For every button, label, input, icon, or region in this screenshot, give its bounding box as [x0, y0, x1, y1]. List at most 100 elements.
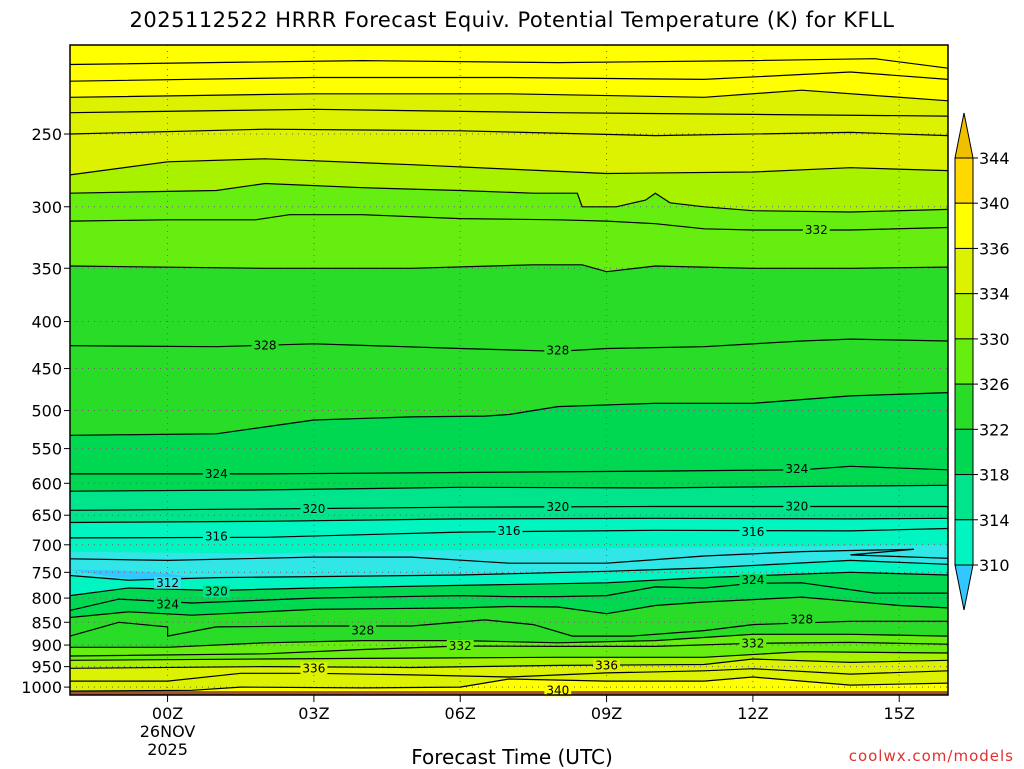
- y-tick-label-400: 400: [31, 313, 62, 332]
- y-tick-label-250: 250: [31, 125, 62, 144]
- band-cyan-core: [70, 544, 948, 570]
- contour-330: [69, 264, 949, 273]
- contour-label-340: 340: [546, 683, 569, 697]
- contour-label-bg: [544, 344, 572, 357]
- contour-344: [69, 58, 949, 69]
- x-tick-label-03Z: 03Z: [298, 704, 329, 723]
- ground-fill: [70, 691, 948, 695]
- colorbar-label-314: 314: [979, 511, 1010, 530]
- y-tick-label-500: 500: [31, 402, 62, 421]
- contour-labels: 332 328 328 324 324 320 320 320 316 316 316 312 320 3…: [154, 223, 830, 697]
- contour-label-bg: [739, 574, 767, 587]
- y-tick-label-450: 450: [31, 360, 62, 379]
- y-axis: 250 300 350 400 450 500 550 600 650 700 750 800 850 9…: [21, 125, 70, 697]
- x-tick-label-12Z: 12Z: [737, 704, 768, 723]
- contour-318: [69, 517, 949, 524]
- contour-label-bg: [154, 598, 182, 611]
- contour-label-324: 324: [156, 598, 179, 612]
- x-tick-date: 26NOV: [140, 722, 196, 741]
- contour-label-324: 324: [785, 462, 808, 476]
- contour-322: [69, 484, 949, 492]
- colorbar-box-326: [954, 383, 974, 430]
- contour-336: [69, 158, 949, 176]
- contour-label-328: 328: [351, 624, 374, 638]
- contour-339: [69, 108, 949, 117]
- contour-label-324: 324: [205, 467, 228, 481]
- colorbar: 344 340 336 334 330 326 322 318 314 310: [954, 112, 1010, 611]
- colorbar-box-334: [954, 293, 974, 340]
- contour-336: [69, 658, 949, 669]
- contour-label-328: 328: [254, 339, 277, 353]
- contour-label-bg: [202, 467, 230, 480]
- colorbar-box-336: [954, 247, 974, 295]
- contour-label-328: 328: [546, 343, 569, 357]
- contour-320: [69, 571, 949, 597]
- contour-label-bg: [495, 524, 523, 537]
- contour-label-bg: [802, 224, 830, 237]
- contour-label-bg: [154, 576, 182, 589]
- colorbar-label-318: 318: [979, 466, 1010, 485]
- contour-label-328: 328: [790, 612, 813, 626]
- contour-label-bg: [300, 503, 328, 516]
- y-tick-label-800: 800: [31, 589, 62, 608]
- colorbar-over-arrow: [954, 112, 974, 159]
- contour-label-bg: [783, 500, 811, 513]
- chart-title: 2025112522 HRRR Forecast Equiv. Potentia…: [129, 8, 895, 32]
- contour-334: [69, 182, 949, 213]
- contour-340: [69, 676, 949, 692]
- colorbar-label-340: 340: [979, 194, 1010, 213]
- colorbar-box-318: [954, 474, 974, 521]
- contour-334: [69, 651, 949, 661]
- contour-lines: [69, 58, 949, 692]
- colorbar-label-336: 336: [979, 239, 1010, 258]
- x-tick-label-06Z: 06Z: [445, 704, 476, 723]
- colorbar-under-arrow: [954, 564, 974, 611]
- contour-330: [70, 633, 949, 648]
- x-tick-year: 2025: [147, 740, 188, 759]
- contour-label-332: 332: [741, 636, 764, 650]
- contour-316: [69, 527, 949, 539]
- contour-label-332: 332: [805, 223, 828, 237]
- contour-324: [70, 465, 949, 475]
- y-tick-label-300: 300: [31, 198, 62, 217]
- contour-label-336: 336: [595, 658, 618, 672]
- colorbar-box-330: [954, 338, 974, 385]
- contour-340: [69, 89, 949, 102]
- contour-label-316: 316: [205, 530, 228, 544]
- y-tick-label-700: 700: [31, 536, 62, 555]
- contour-326: [69, 392, 949, 436]
- contour-label-bg: [593, 659, 621, 672]
- contour-label-bg: [544, 501, 572, 514]
- y-tick-label-600: 600: [31, 474, 62, 493]
- y-tick-label-850: 850: [31, 613, 62, 632]
- contour-label-336: 336: [302, 661, 325, 675]
- contour-338: [69, 128, 949, 137]
- contour-label-332: 332: [449, 639, 472, 653]
- colorbar-box-314: [954, 519, 974, 566]
- contour-332: [69, 641, 949, 657]
- contour-label-bg: [349, 624, 377, 637]
- colorbar-label-344: 344: [979, 149, 1010, 168]
- contour-326: [69, 596, 949, 619]
- contour-314: [69, 548, 949, 564]
- contour-label-316: 316: [498, 524, 521, 538]
- colorbar-box-344: [954, 157, 974, 204]
- x-tick-label-15Z: 15Z: [884, 704, 915, 723]
- contour-label-bg: [544, 684, 572, 697]
- contour-328: [69, 619, 948, 637]
- contour-label-320: 320: [546, 500, 569, 514]
- colorbar-box-322: [954, 428, 974, 476]
- y-tick-label-650: 650: [31, 506, 62, 525]
- contour-label-bg: [251, 339, 279, 352]
- contour-label-bg: [788, 613, 816, 626]
- x-axis-label: Forecast Time (UTC): [411, 745, 613, 769]
- contour-label-324: 324: [741, 573, 764, 587]
- contour-label-320: 320: [785, 500, 808, 514]
- y-tick-label-550: 550: [31, 440, 62, 459]
- contour-label-bg: [446, 639, 474, 652]
- contour-338: [70, 668, 949, 682]
- contour-label-320: 320: [302, 502, 325, 516]
- band-below-340: [70, 677, 948, 695]
